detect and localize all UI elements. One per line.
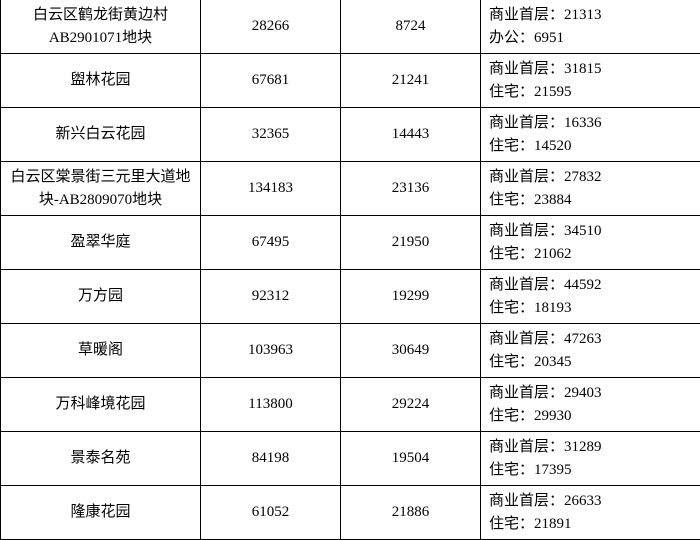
value3-cell: 23136 bbox=[341, 162, 481, 216]
detail-cell: 商业首层：47263住宅：20345 bbox=[481, 324, 700, 378]
detail-cell: 商业首层：27832住宅：23884 bbox=[481, 162, 700, 216]
detail-line2: 住宅：21062 bbox=[489, 243, 692, 266]
project-name-cell: 盈翠华庭 bbox=[1, 216, 201, 270]
detail-line1: 商业首层：31289 bbox=[489, 436, 692, 459]
detail-cell: 商业首层：16336住宅：14520 bbox=[481, 108, 700, 162]
value3-cell: 21241 bbox=[341, 54, 481, 108]
value3-cell: 14443 bbox=[341, 108, 481, 162]
table-row: 白云区棠景街三元里大道地块-AB2809070地块13418323136商业首层… bbox=[1, 162, 700, 216]
detail-line2: 住宅：21595 bbox=[489, 81, 692, 104]
table-row: 盈翠华庭6749521950商业首层：34510住宅：21062 bbox=[1, 216, 700, 270]
detail-line1: 商业首层：34510 bbox=[489, 220, 692, 243]
project-name-cell: 白云区棠景街三元里大道地块-AB2809070地块 bbox=[1, 162, 201, 216]
table-row: 景泰名苑8419819504商业首层：31289住宅：17395 bbox=[1, 432, 700, 486]
detail-cell: 商业首层：31289住宅：17395 bbox=[481, 432, 700, 486]
detail-line1: 商业首层：27832 bbox=[489, 166, 692, 189]
project-name-cell: 白云区鹤龙街黄边村AB2901071地块 bbox=[1, 0, 201, 54]
detail-line2: 住宅：14520 bbox=[489, 135, 692, 158]
detail-cell: 商业首层：21313办公：6951 bbox=[481, 0, 700, 54]
detail-line2: 住宅：17395 bbox=[489, 459, 692, 482]
value2-cell: 103963 bbox=[201, 324, 341, 378]
project-name-cell: 景泰名苑 bbox=[1, 432, 201, 486]
value2-cell: 61052 bbox=[201, 486, 341, 540]
detail-line2: 住宅：18193 bbox=[489, 297, 692, 320]
value2-cell: 134183 bbox=[201, 162, 341, 216]
project-name-cell: 万科峰境花园 bbox=[1, 378, 201, 432]
table-row: 盥林花园6768121241商业首层：31815住宅：21595 bbox=[1, 54, 700, 108]
detail-line2: 住宅：23884 bbox=[489, 189, 692, 212]
detail-line1: 商业首层：16336 bbox=[489, 112, 692, 135]
detail-line2: 住宅：20345 bbox=[489, 351, 692, 374]
detail-cell: 商业首层：29403住宅：29930 bbox=[481, 378, 700, 432]
detail-line2: 办公：6951 bbox=[489, 27, 692, 50]
detail-cell: 商业首层：26633住宅：21891 bbox=[481, 486, 700, 540]
project-name-cell: 万方园 bbox=[1, 270, 201, 324]
value3-cell: 8724 bbox=[341, 0, 481, 54]
project-name-cell: 隆康花园 bbox=[1, 486, 201, 540]
table-row: 草暖阁10396330649商业首层：47263住宅：20345 bbox=[1, 324, 700, 378]
detail-line1: 商业首层：44592 bbox=[489, 274, 692, 297]
table-row: 隆康花园6105221886商业首层：26633住宅：21891 bbox=[1, 486, 700, 540]
table-row: 万方园9231219299商业首层：44592住宅：18193 bbox=[1, 270, 700, 324]
table-row: 新兴白云花园3236514443商业首层：16336住宅：14520 bbox=[1, 108, 700, 162]
value3-cell: 21950 bbox=[341, 216, 481, 270]
data-table: 白云区鹤龙街黄边村AB2901071地块282668724商业首层：21313办… bbox=[0, 0, 700, 540]
table-row: 白云区鹤龙街黄边村AB2901071地块282668724商业首层：21313办… bbox=[1, 0, 700, 54]
value2-cell: 67495 bbox=[201, 216, 341, 270]
value2-cell: 28266 bbox=[201, 0, 341, 54]
value2-cell: 67681 bbox=[201, 54, 341, 108]
value3-cell: 29224 bbox=[341, 378, 481, 432]
project-name-cell: 草暖阁 bbox=[1, 324, 201, 378]
value3-cell: 19299 bbox=[341, 270, 481, 324]
table-row: 万科峰境花园11380029224商业首层：29403住宅：29930 bbox=[1, 378, 700, 432]
detail-line1: 商业首层：26633 bbox=[489, 490, 692, 513]
project-name-cell: 新兴白云花园 bbox=[1, 108, 201, 162]
value3-cell: 19504 bbox=[341, 432, 481, 486]
value2-cell: 113800 bbox=[201, 378, 341, 432]
detail-cell: 商业首层：34510住宅：21062 bbox=[481, 216, 700, 270]
value2-cell: 84198 bbox=[201, 432, 341, 486]
detail-cell: 商业首层：44592住宅：18193 bbox=[481, 270, 700, 324]
detail-cell: 商业首层：31815住宅：21595 bbox=[481, 54, 700, 108]
value3-cell: 30649 bbox=[341, 324, 481, 378]
value3-cell: 21886 bbox=[341, 486, 481, 540]
detail-line2: 住宅：21891 bbox=[489, 513, 692, 536]
detail-line1: 商业首层：47263 bbox=[489, 328, 692, 351]
detail-line1: 商业首层：21313 bbox=[489, 4, 692, 27]
detail-line1: 商业首层：31815 bbox=[489, 58, 692, 81]
value2-cell: 32365 bbox=[201, 108, 341, 162]
detail-line1: 商业首层：29403 bbox=[489, 382, 692, 405]
detail-line2: 住宅：29930 bbox=[489, 405, 692, 428]
value2-cell: 92312 bbox=[201, 270, 341, 324]
project-name-cell: 盥林花园 bbox=[1, 54, 201, 108]
